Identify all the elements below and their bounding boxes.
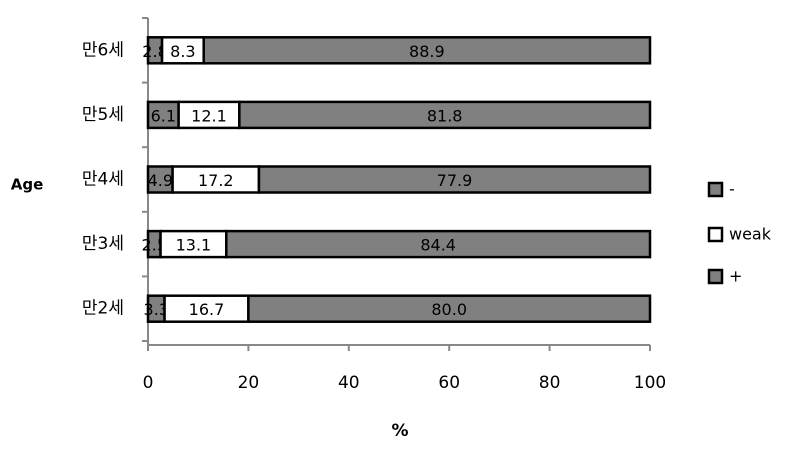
data-label: 80.0	[431, 300, 467, 319]
bar-segment	[247, 294, 652, 323]
legend-label: weak	[729, 225, 772, 244]
bar-segment	[257, 165, 652, 194]
data-label: 88.9	[409, 42, 445, 61]
data-label: 77.9	[437, 171, 473, 190]
y-tick-label: 만4세	[82, 170, 124, 190]
y-tick-label: 만6세	[82, 40, 124, 60]
legend-label: -	[729, 180, 735, 199]
data-label: 17.2	[198, 171, 234, 190]
bar-segment	[171, 165, 261, 194]
bar-segment	[225, 229, 652, 259]
legend-label: +	[729, 267, 742, 286]
data-label: 8.3	[170, 42, 195, 61]
legend-swatch	[707, 226, 724, 243]
bar-segment	[177, 100, 241, 130]
data-label: 13.1	[176, 236, 212, 255]
bar-segment	[163, 294, 250, 323]
x-axis-label: %	[391, 421, 408, 441]
legend-swatch	[707, 268, 724, 285]
bar-segment	[160, 36, 205, 65]
y-tick-label: 만3세	[82, 234, 124, 254]
bar-segment	[202, 36, 652, 65]
bar-segment	[238, 100, 652, 130]
y-axis-label: Age	[11, 176, 44, 194]
data-label: 3.3	[144, 300, 169, 319]
y-tick-label: 만5세	[82, 105, 124, 125]
bar-segment	[146, 100, 180, 130]
x-tick-label: 0	[143, 373, 154, 393]
x-tick-label: 60	[438, 373, 460, 393]
legend-swatch	[707, 181, 724, 198]
data-label: 84.4	[420, 236, 456, 255]
data-label: 16.7	[189, 300, 225, 319]
x-tick-label: 20	[238, 373, 260, 393]
bar-segment	[159, 229, 228, 259]
x-tick-label: 100	[634, 373, 666, 393]
data-label: 6.1	[151, 106, 176, 125]
data-label: 81.8	[427, 106, 463, 125]
x-tick-label: 80	[539, 373, 561, 393]
x-tick-label: 40	[338, 373, 360, 393]
data-label: 12.1	[191, 106, 227, 125]
y-tick-label: 만2세	[82, 299, 124, 319]
data-label: 4.9	[148, 171, 173, 190]
